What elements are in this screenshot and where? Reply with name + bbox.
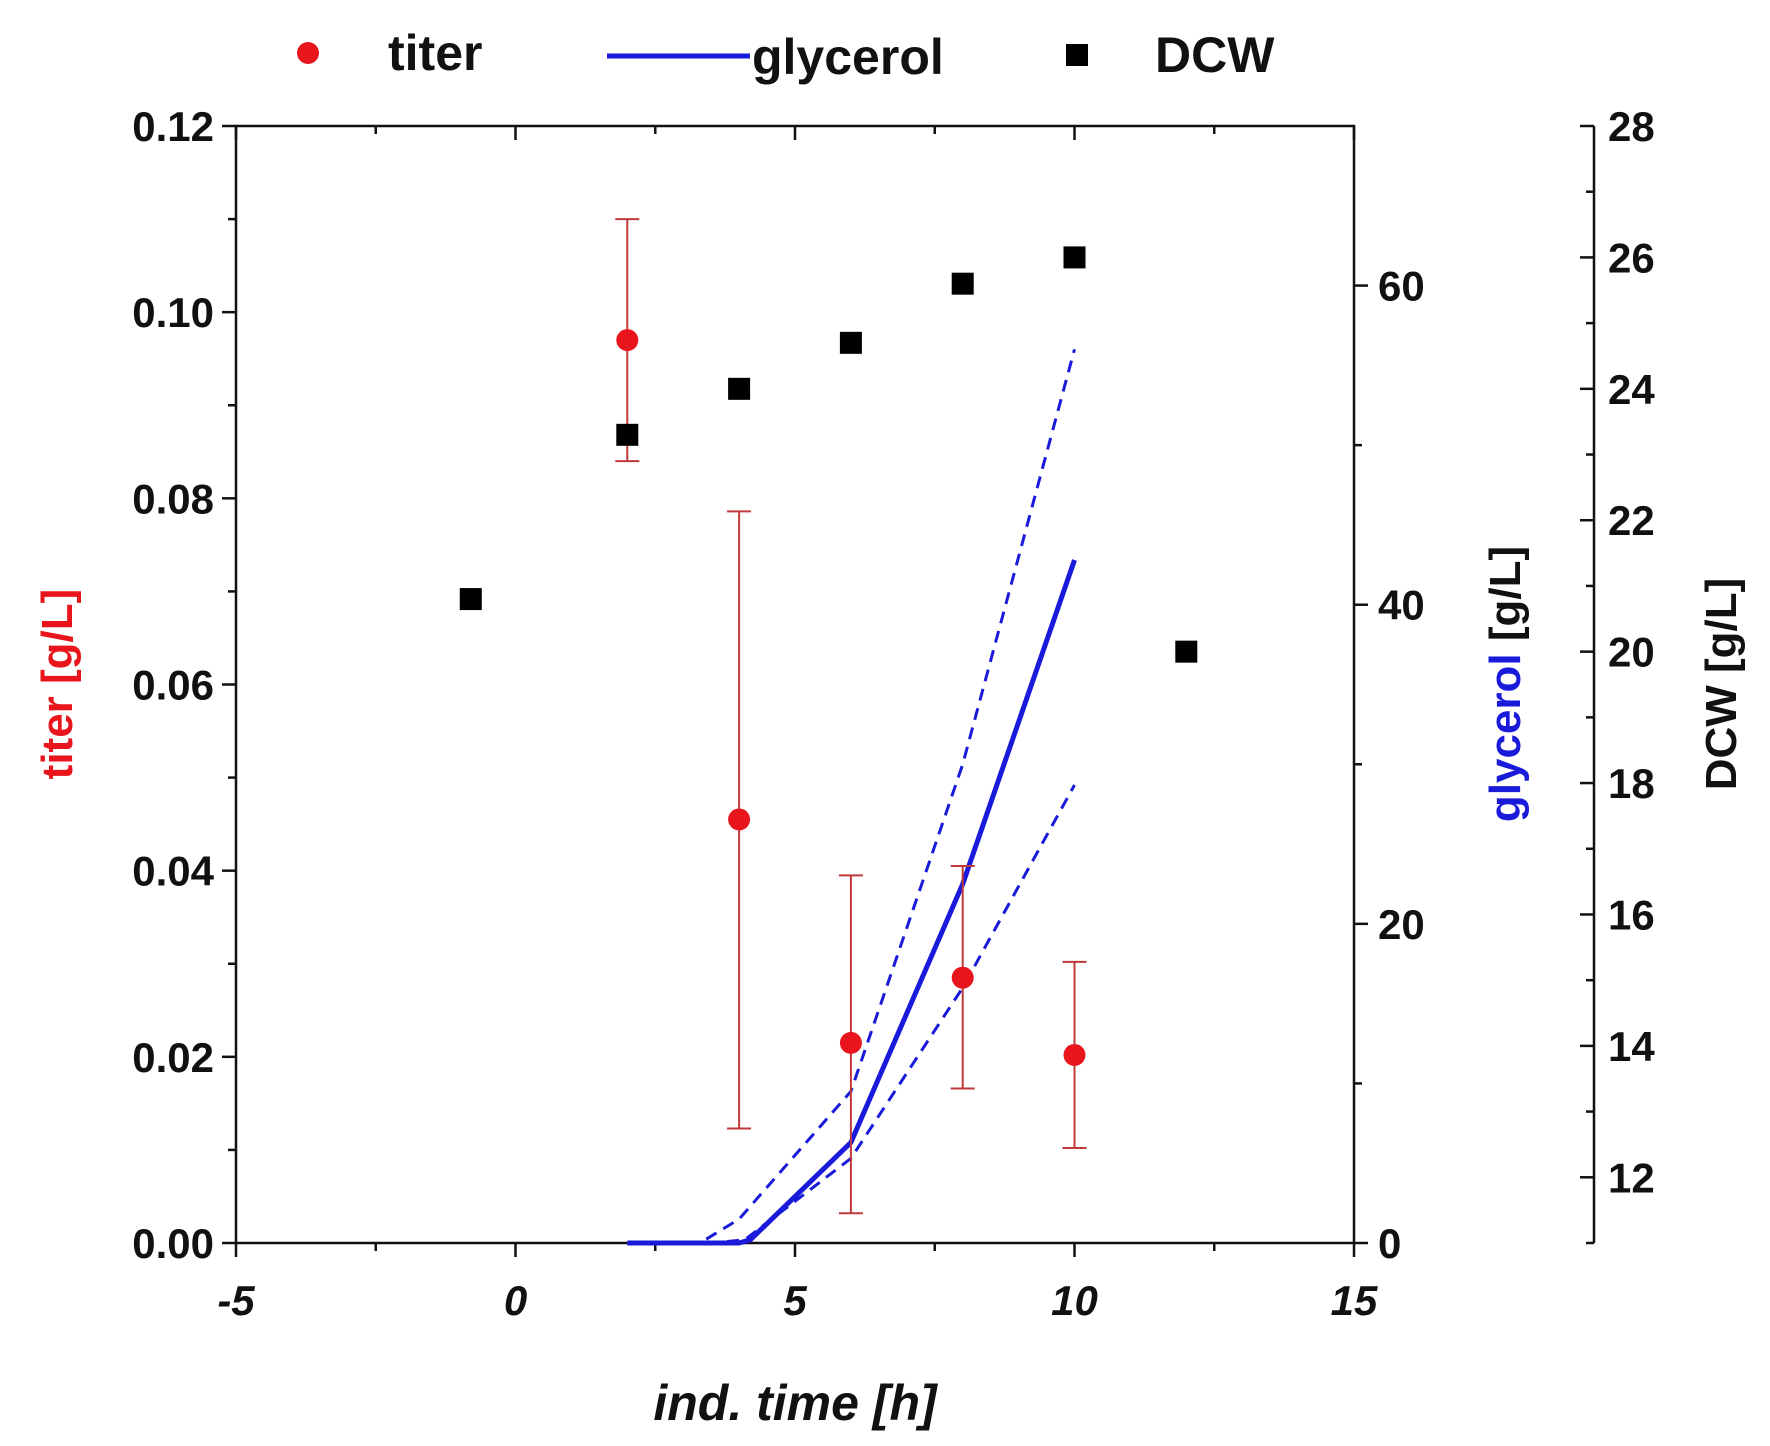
dcw-point [616,423,639,446]
series [459,218,1198,1246]
titer-point [728,808,751,831]
titer-axis-title: titer [g/L] [33,589,82,780]
x-tick-label: -5 [217,1277,255,1324]
ticks: -5 0 5 10 15 0.00 0.02 0.04 0.06 0.08 0.10 0.12 0 20 4… [132,103,1655,1324]
x-tick-label: 5 [783,1277,807,1324]
legend-label-titer: titer [388,25,482,81]
x-tick-label: 10 [1051,1277,1098,1324]
plot-frame [234,124,1356,1245]
titer-point [616,329,639,352]
titer-axis-title-main: titer [33,684,82,779]
titer-point [839,1031,862,1054]
dcw-tick-label: 24 [1608,366,1655,413]
dcw-point [1175,640,1198,663]
dcw-tick-label: 28 [1608,103,1655,150]
titer-tick-label: 0.04 [132,848,214,895]
x-tick-label: 15 [1331,1277,1378,1324]
glycerol-axis-title-main: glycerol [1481,641,1530,822]
titer-tick-label: 0.00 [132,1220,214,1267]
titer-tick-label: 0.06 [132,662,214,709]
x-axis-title: ind. time [h] [653,1375,939,1431]
dcw-point [951,272,974,295]
legend-marker-titer [297,42,319,64]
titer-axis-title-unit: [g/L] [33,589,82,684]
titer-tick-label: 0.08 [132,475,214,522]
legend-label-dcw: DCW [1155,27,1275,83]
dcw-point [839,331,862,354]
legend-label-glycerol: glycerol [752,29,944,85]
dcw-point [459,588,482,611]
legend-marker-dcw [1066,44,1088,66]
dcw-tick-label: 18 [1608,760,1655,807]
glycerol-axis-title-unit: [g/L] [1481,546,1530,641]
titer-point [951,966,974,989]
dcw-point [728,377,751,400]
glycerol-axis-title: glycerol [g/L] [1481,546,1530,822]
dcw-tick-label: 26 [1608,234,1655,281]
dcw-tick-label: 20 [1608,629,1655,676]
glycerol-line [627,559,1077,1246]
dcw-point [1063,246,1086,269]
glycerol-tick-label: 60 [1378,263,1425,310]
titer-tick-label: 0.02 [132,1034,214,1081]
titer-tick-label: 0.10 [132,289,214,336]
dcw-tick-label: 12 [1608,1154,1655,1201]
glycerol-tick-label: 40 [1378,582,1425,629]
legend: titer glycerol DCW [297,25,1275,85]
glycerol-tick-label: 20 [1378,901,1425,948]
titer-point [1063,1043,1086,1066]
dcw-tick-label: 22 [1608,497,1655,544]
titer-tick-label: 0.12 [132,103,214,150]
dcw-tick-label: 14 [1608,1023,1655,1070]
dcw-axis-title: DCW [g/L] [1697,578,1746,791]
glycerol-tick-label: 0 [1378,1220,1401,1267]
dcw-tick-label: 16 [1608,891,1655,938]
x-tick-label: 0 [504,1277,527,1324]
